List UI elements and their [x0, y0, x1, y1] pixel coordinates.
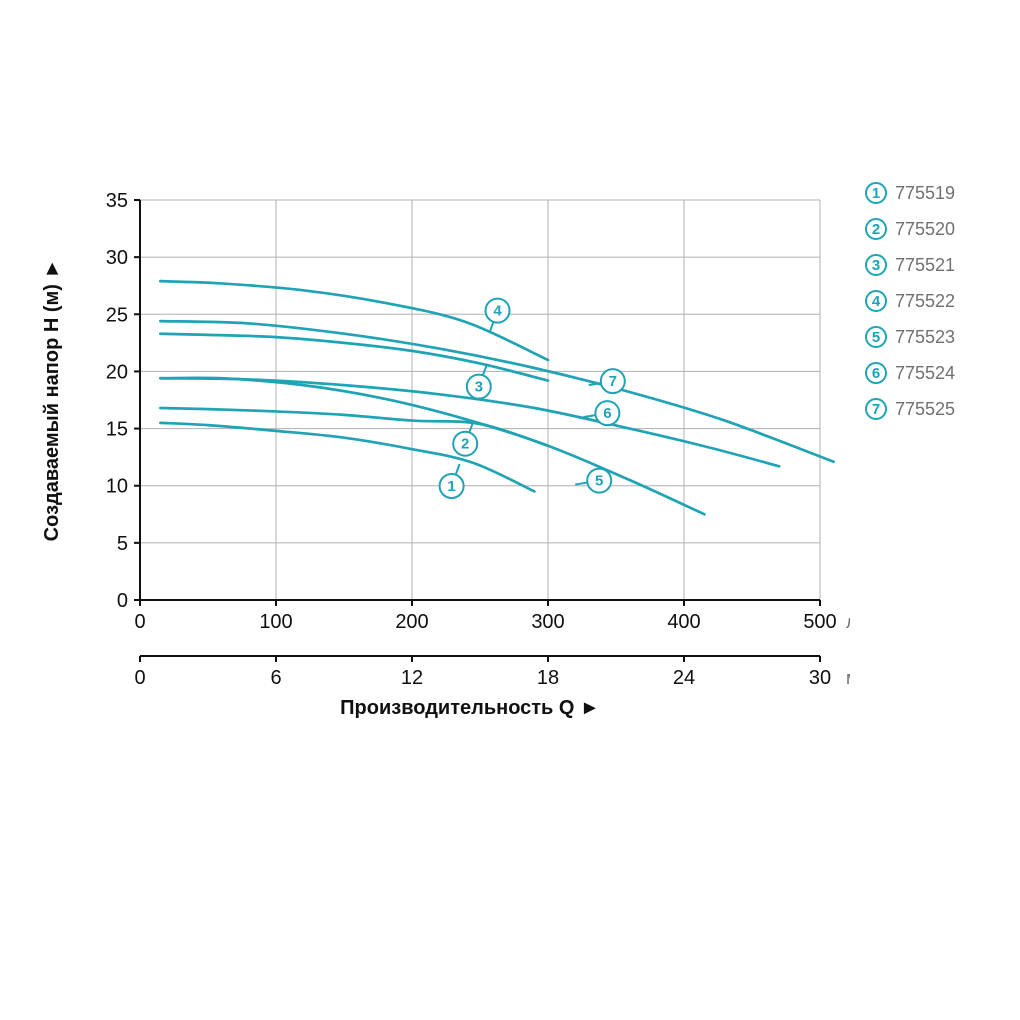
legend-label-1: 775519	[895, 183, 955, 204]
badge-number-3: 3	[475, 379, 483, 396]
y-tick-label: 20	[106, 361, 128, 383]
badge-number-2: 2	[461, 436, 469, 453]
legend-badge-1: 1	[865, 182, 887, 204]
x1-unit: л/мин	[846, 612, 850, 632]
legend-badge-4: 4	[865, 290, 887, 312]
x1-tick-label: 300	[531, 611, 564, 633]
y-tick-label: 10	[106, 476, 128, 498]
legend-badge-6: 6	[865, 362, 887, 384]
x2-tick-label: 24	[673, 667, 695, 689]
chart-svg: 051015202530350100200300400500л/мин06121…	[40, 170, 850, 770]
y-axis-label: Создаваемый напор H (м) ►	[41, 259, 63, 542]
curve-1	[160, 423, 534, 492]
legend-item-7: 7 775525	[865, 398, 1015, 420]
x2-tick-label: 30	[809, 667, 831, 689]
legend-badge-7: 7	[865, 398, 887, 420]
legend-label-2: 775520	[895, 219, 955, 240]
badge-number-5: 5	[595, 473, 603, 490]
legend-label-6: 775524	[895, 363, 955, 384]
y-tick-label: 15	[106, 419, 128, 441]
y-tick-label: 0	[117, 590, 128, 612]
legend-item-3: 3 775521	[865, 254, 1015, 276]
y-tick-label: 35	[106, 190, 128, 212]
y-tick-label: 25	[106, 304, 128, 326]
x1-tick-label: 500	[803, 611, 836, 633]
x2-tick-label: 18	[537, 667, 559, 689]
legend-label-4: 775522	[895, 291, 955, 312]
x1-tick-label: 400	[667, 611, 700, 633]
badge-number-6: 6	[603, 405, 611, 422]
legend-badge-3: 3	[865, 254, 887, 276]
curve-7	[160, 321, 833, 462]
x1-tick-label: 0	[134, 611, 145, 633]
legend-item-6: 6 775524	[865, 362, 1015, 384]
x1-tick-label: 200	[395, 611, 428, 633]
x2-unit: м³/ч	[846, 668, 850, 688]
badge-number-7: 7	[609, 373, 617, 390]
legend-badge-5: 5	[865, 326, 887, 348]
x-axis-label: Производительность Q ►	[340, 697, 600, 719]
y-tick-label: 5	[117, 533, 128, 555]
legend-item-5: 5 775523	[865, 326, 1015, 348]
x2-tick-label: 6	[270, 667, 281, 689]
legend-label-7: 775525	[895, 399, 955, 420]
legend: 1 775519 2 775520 3 775521 4 775522 5 775523 6 7755…	[865, 182, 1015, 434]
root: 051015202530350100200300400500л/мин06121…	[0, 0, 1020, 1020]
x2-tick-label: 0	[134, 667, 145, 689]
legend-label-3: 775521	[895, 255, 955, 276]
legend-item-2: 2 775520	[865, 218, 1015, 240]
x1-tick-label: 100	[259, 611, 292, 633]
legend-item-1: 1 775519	[865, 182, 1015, 204]
legend-label-5: 775523	[895, 327, 955, 348]
curve-5	[160, 378, 704, 515]
legend-item-4: 4 775522	[865, 290, 1015, 312]
chart-container: 051015202530350100200300400500л/мин06121…	[40, 170, 850, 770]
x2-tick-label: 12	[401, 667, 423, 689]
badge-number-4: 4	[493, 303, 502, 320]
badge-number-1: 1	[447, 478, 455, 495]
legend-badge-2: 2	[865, 218, 887, 240]
y-tick-label: 30	[106, 247, 128, 269]
